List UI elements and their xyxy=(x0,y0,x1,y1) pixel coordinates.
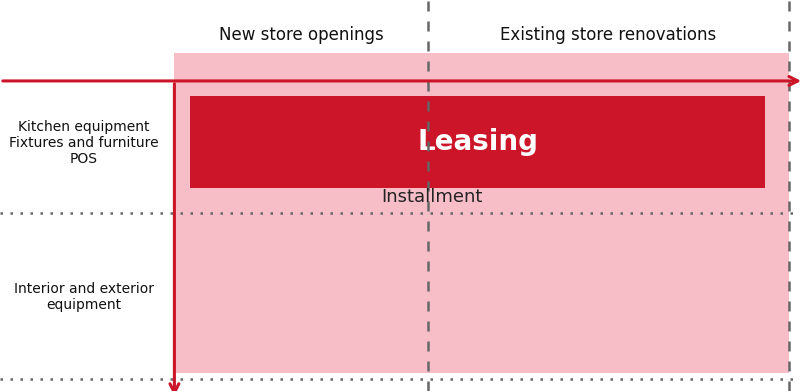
Text: New store openings: New store openings xyxy=(219,26,383,44)
Bar xyxy=(190,96,765,188)
Bar xyxy=(174,53,789,373)
Text: Existing store renovations: Existing store renovations xyxy=(500,26,717,44)
Text: Kitchen equipment
Fixtures and furniture
POS: Kitchen equipment Fixtures and furniture… xyxy=(9,120,159,166)
Text: Installment: Installment xyxy=(382,188,482,206)
Text: Interior and exterior
equipment: Interior and exterior equipment xyxy=(14,282,154,312)
Text: Leasing: Leasing xyxy=(417,128,538,156)
